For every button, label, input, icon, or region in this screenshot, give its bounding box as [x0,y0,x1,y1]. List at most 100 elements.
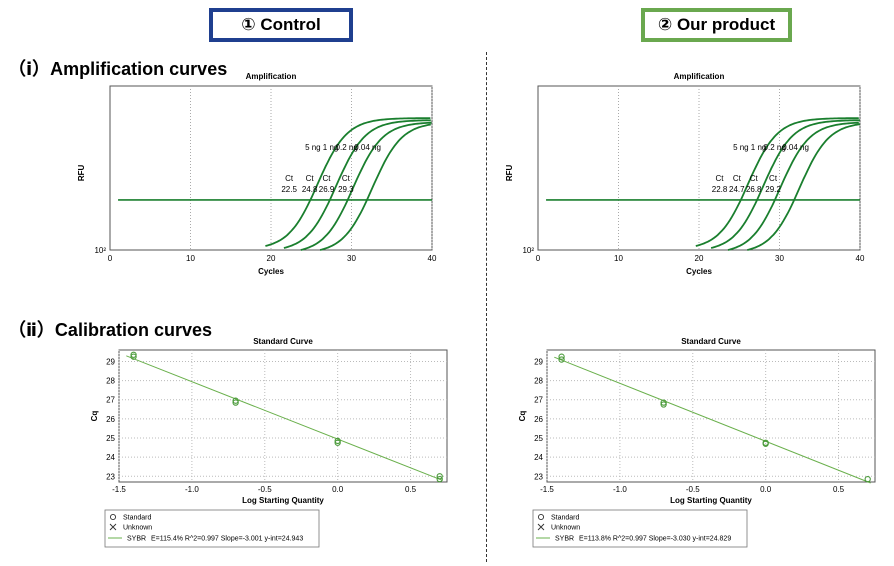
x-tick-label: -1.5 [112,485,126,494]
standard-point [558,353,565,360]
x-tick-label: 0 [536,254,541,263]
chart-title: Standard Curve [681,337,741,346]
y-tick-label: 28 [534,377,543,386]
standard-point [436,473,443,480]
x-tick-label: -0.5 [686,485,700,494]
plot-area [546,349,876,483]
amplification-curve [265,117,431,247]
y-tick-label: 26 [106,415,115,424]
y-tick-label: 24 [106,453,115,462]
amplification-section-title: （ⅰ）Amplification curves [8,59,228,79]
y-tick-label: 23 [106,472,115,481]
ct-label: Ct [323,174,332,183]
x-tick-label: 0.5 [833,485,845,494]
plot-area [118,349,448,483]
legend-sybr-label: SYBR [127,536,146,543]
concentration-label: 5 ng [733,143,749,152]
standard-point [660,399,667,406]
concentration-label: 0.2 ng [764,143,786,152]
product-standard-curve-chart: Standard Curve -1.5 -1.0 -0.5 0.0 0.5 23 24 25 26… [518,337,876,548]
y-axis-label: RFU [505,164,514,181]
amplification-curve [283,119,431,249]
x-tick-label: 40 [428,254,437,263]
standard-point [130,351,137,358]
legend-stats: E=115.4% R^2=0.997 Slope=-3.001 y-int=24… [151,536,303,543]
x-tick-label: 30 [775,254,784,263]
x-tick-label: -1.0 [613,485,627,494]
standard-point [864,475,871,483]
amplification-curve [710,119,860,249]
panel-divider [486,52,487,562]
control-standard-curve-chart: Standard Curve -1.5 -1.0 -0.5 0.0 0.5 23 24 25 26… [90,337,448,548]
legend-standard-label: Standard [123,515,152,522]
legend-standard-marker [109,513,117,521]
amplification-curve [300,121,432,251]
x-tick-label: 20 [695,254,704,263]
legend-unknown-label: Unknown [123,525,152,532]
y-tick-label: 27 [534,396,543,405]
legend-unknown-label: Unknown [551,525,580,532]
concentration-label: 5 ng [305,143,321,152]
x-axis-label: Cycles [686,267,712,276]
x-tick-label: 20 [267,254,276,263]
standard-point [334,437,341,445]
y-tick-label: 28 [106,377,115,386]
standard-point [232,397,239,404]
x-axis-label: Log Starting Quantity [670,496,752,505]
legend-unknown-marker [537,523,545,531]
ct-label: Ct [750,174,759,183]
ct-label: Ct [733,174,742,183]
legend-box [104,509,320,548]
y-tick-label: 24 [534,453,543,462]
regression-line [126,355,443,481]
x-tick-label: 10 [614,254,623,263]
amplification-curve [747,123,861,251]
x-tick-label: 0.0 [332,485,344,494]
y-tick-label: 10² [94,246,106,255]
control-amplification-chart: Amplification 0 10 20 30 40 10² Cycles RFU 5 ng 1 … [77,72,437,276]
x-tick-label: -1.0 [185,485,199,494]
ct-value-label: 26.8 [746,185,762,194]
standard-point [334,439,341,446]
amplification-curve [319,123,431,251]
chart-title: Amplification [674,72,725,81]
x-axis-label: Cycles [258,267,284,276]
y-tick-label: 10² [522,246,534,255]
legend-standard-marker [537,513,545,521]
regression-line [554,356,871,484]
x-tick-label: 0.5 [405,485,417,494]
x-tick-label: 10 [186,254,195,263]
x-tick-label: 0.0 [760,485,772,494]
legend-sybr-label: SYBR [555,536,574,543]
y-axis-label: Cq [90,411,99,422]
y-tick-label: 25 [106,434,115,443]
product-header: ② Our product [641,8,792,42]
ct-label: Ct [285,174,294,183]
standard-point [558,356,565,363]
y-tick-label: 25 [534,434,543,443]
ct-value-label: 22.5 [281,185,297,194]
y-tick-label: 29 [534,357,543,366]
ct-value-label: 29.2 [765,185,781,194]
y-axis-label: Cq [518,411,527,422]
x-tick-label: -0.5 [258,485,272,494]
chart-title: Amplification [246,72,297,81]
ct-label: Ct [342,174,351,183]
x-tick-label: 0 [108,254,113,263]
ct-value-label: 29.3 [338,185,354,194]
standard-point [130,353,137,360]
ct-value-label: 24.7 [729,185,745,194]
standard-point [660,401,667,408]
ct-label: Ct [716,174,725,183]
legend-stats: E=113.8% R^2=0.997 Slope=-3.030 y-int=24… [579,536,731,543]
y-axis-label: RFU [77,164,86,181]
control-header-label: ① Control [241,15,321,34]
amplification-curve [727,121,859,251]
concentration-label: 0.04 ng [782,143,809,152]
amplification-curve [695,117,859,247]
standard-point [436,475,443,483]
control-header: ① Control [209,8,353,42]
standard-point [232,399,239,406]
ct-label: Ct [306,174,315,183]
legend-unknown-marker [109,523,117,531]
